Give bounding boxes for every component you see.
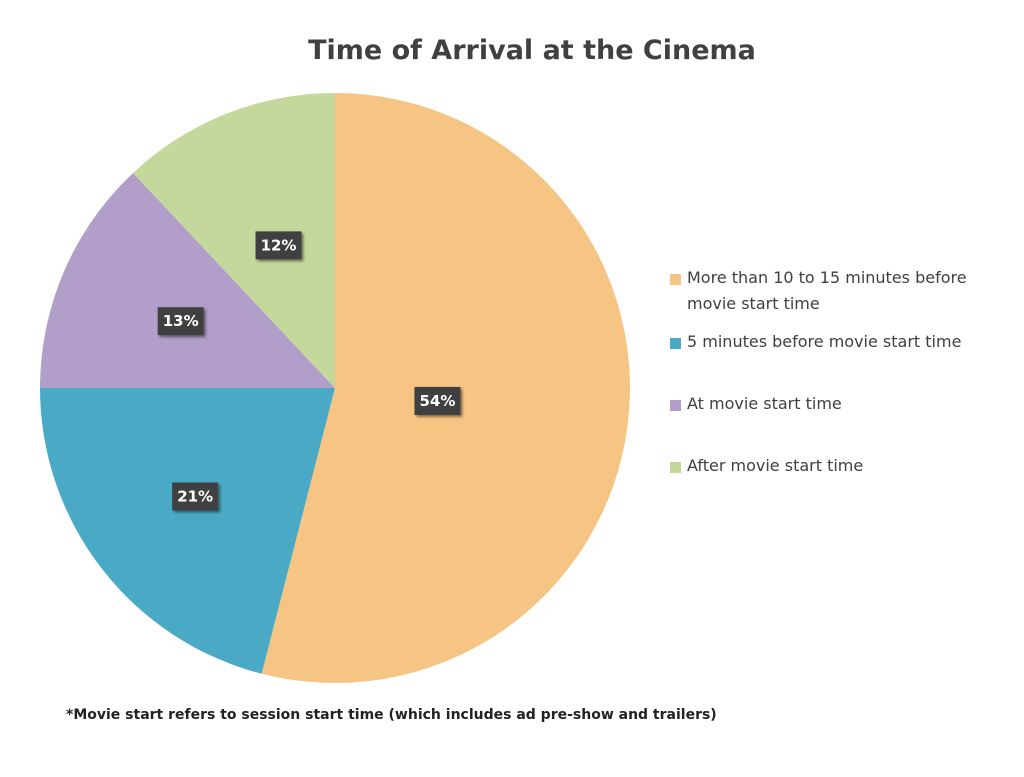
data-label-text: 13% [163, 312, 199, 330]
data-label-text: 21% [177, 487, 213, 505]
data-label: 54% [414, 386, 461, 415]
legend-swatch [670, 462, 681, 473]
footnote: *Movie start refers to session start tim… [66, 707, 717, 723]
pie-slice [39, 388, 335, 674]
data-label-box [172, 482, 219, 511]
data-label-text: 54% [419, 392, 455, 410]
legend-label: 5 minutes before movie start time [687, 332, 962, 351]
pie-slice [133, 93, 335, 388]
legend-item: At movie start time [670, 391, 1017, 417]
legend-swatch [670, 274, 681, 285]
legend-swatch [670, 338, 681, 349]
legend-label: More than 10 to 15 minutes before movie … [687, 268, 967, 313]
data-label: 12% [255, 231, 302, 260]
data-label-box [414, 386, 461, 415]
chart-title: Time of Arrival at the Cinema [308, 35, 756, 66]
legend-swatch [670, 400, 681, 411]
legend-label: After movie start time [687, 456, 864, 475]
pie-slice [40, 172, 335, 388]
data-label-box [157, 307, 204, 336]
legend-item: After movie start time [670, 453, 1017, 479]
legend-label: At movie start time [687, 394, 842, 413]
data-label: 13% [157, 307, 204, 336]
legend-item: More than 10 to 15 minutes before movie … [670, 265, 1017, 317]
data-label-box [255, 231, 302, 260]
legend-item: 5 minutes before movie start time [670, 329, 1017, 355]
data-label-text: 12% [261, 236, 297, 254]
data-label: 21% [172, 482, 219, 511]
